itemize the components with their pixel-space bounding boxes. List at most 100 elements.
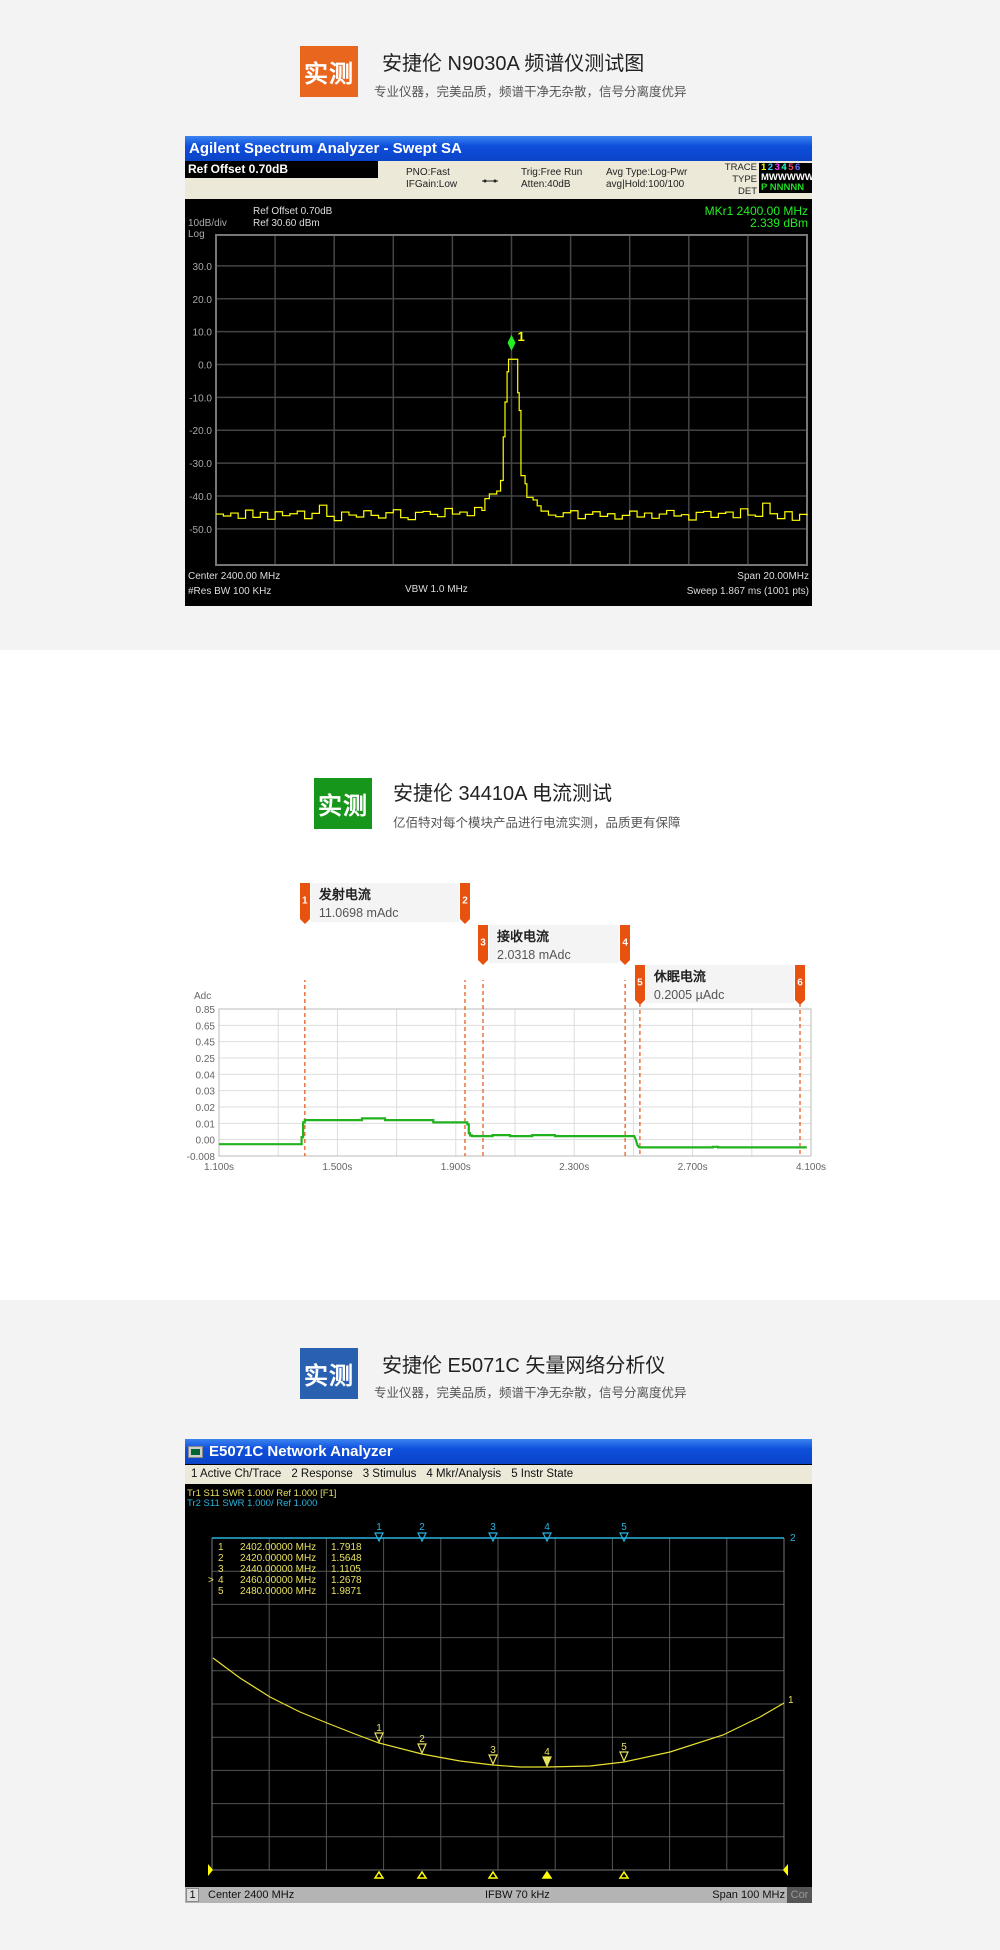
marker-index: 5	[218, 1586, 224, 1597]
marker-value: 1.7918	[331, 1542, 362, 1553]
trace-number-2[interactable]: 2	[767, 162, 774, 173]
marker-index: 4	[218, 1575, 224, 1586]
y-tick-label: -40.0	[189, 492, 212, 503]
marker-frequency: 2440.00000 MHz	[240, 1564, 317, 1575]
menu-active-ch-trace[interactable]: 1 Active Ch/Trace	[191, 1468, 282, 1480]
det-label: DET	[738, 186, 757, 197]
trace2-marker-icon	[417, 1532, 427, 1543]
marker-diamond-icon	[507, 334, 516, 351]
y-tick-label: 0.02	[196, 1103, 216, 1114]
trace2-marker-number: 4	[544, 1522, 550, 1533]
y-tick-label: 0.04	[196, 1070, 216, 1081]
trace2-marker-icon	[488, 1532, 498, 1543]
channel-indicator[interactable]: 1	[186, 1888, 199, 1902]
trace-det-values: P NNNNN	[761, 182, 805, 193]
badge-logo: 实测	[300, 1348, 358, 1399]
section-title: 安捷伦 E5071C 矢量网络分析仪	[382, 1355, 666, 1377]
marker-value: 1.9871	[331, 1586, 362, 1597]
trace1-info: Tr1 S11 SWR 1.000/ Ref 1.000 [F1]	[187, 1488, 337, 1499]
trace-number-3[interactable]: 3	[774, 162, 780, 173]
marker-value: 1.2678	[331, 1575, 362, 1586]
marker-triangle-icon	[619, 1751, 629, 1763]
marker-value: 1.5648	[331, 1553, 362, 1564]
ref-offset-box[interactable]: Ref Offset 0.70dB	[185, 161, 378, 178]
trace-type-values: MWWWWW	[761, 172, 814, 183]
trace-number-4[interactable]: 4	[781, 162, 787, 173]
stimulus-marker-icon	[487, 1870, 499, 1879]
atten-text: Atten:40dB	[521, 179, 571, 190]
menu-stimulus[interactable]: 3 Stimulus	[362, 1468, 417, 1480]
trace2-marker-number: 1	[376, 1522, 382, 1533]
spectrum-trace	[216, 358, 808, 522]
menu-response[interactable]: 2 Response	[291, 1468, 353, 1480]
y-tick-label: 0.03	[196, 1087, 216, 1098]
y-tick-label: 0.01	[196, 1119, 216, 1130]
marker-number: 1	[376, 1723, 382, 1734]
section-subtitle: 专业仪器，完美品质，频谱干净无杂散，信号分离度优异	[374, 1386, 687, 1400]
res-bw: #Res BW 100 KHz	[188, 586, 272, 597]
marker-frequency: MKr1 2400.00 MHz	[704, 204, 808, 218]
marker-index: 1	[218, 1542, 224, 1553]
status-bar: 1 Center 2400 MHz IFBW 70 kHz Span 100 M…	[185, 1887, 812, 1903]
marker-number: 3	[490, 1745, 496, 1756]
x-tick-label: 4.100s	[796, 1162, 826, 1173]
span: Span 100 MHz	[712, 1889, 785, 1901]
avg-hold-text: avg|Hold:100/100	[606, 179, 685, 190]
trace2-marker-number: 5	[621, 1522, 627, 1533]
avg-type-text: Avg Type:Log-Pwr	[606, 167, 688, 178]
marker-number: 2	[419, 1734, 425, 1745]
trace-label: TRACE	[724, 162, 757, 173]
marker-index: 2	[218, 1553, 224, 1564]
trace-number-6[interactable]: 6	[794, 162, 801, 173]
stimulus-marker-icon	[373, 1870, 385, 1879]
x-tick-label: 2.700s	[678, 1162, 708, 1173]
trace2-marker-number: 3	[490, 1522, 496, 1533]
spectrum-plot: 30.0 20.0 10.0 0.0 -10.0 -20.0 -30.0 -40.0 -50.0…	[189, 234, 808, 566]
center-frequency: Center 2400 MHz	[208, 1889, 295, 1901]
trace-number-5[interactable]: 5	[788, 162, 794, 173]
coupling-arrow-icon	[482, 171, 498, 183]
y-tick-label: 0.25	[196, 1054, 216, 1065]
x-tick-label: 1.100s	[204, 1162, 234, 1173]
marker-label: 1	[518, 329, 525, 344]
y-tick-label: -30.0	[189, 459, 212, 470]
y-tick-label: 0.00	[196, 1136, 216, 1147]
ifgain-text: IFGain:Low	[406, 179, 458, 190]
y-tick-label: 10.0	[193, 328, 213, 339]
y-tick-label: 0.0	[198, 361, 212, 372]
marker-level: 2.339 dBm	[749, 216, 808, 230]
y-tick-label: 30.0	[193, 262, 213, 273]
y-tick-label: -0.008	[187, 1152, 216, 1163]
badge-logo: 实测	[300, 46, 358, 97]
app-icon	[188, 1446, 203, 1458]
badge-logo: 实测	[314, 778, 372, 829]
menu-mkr-analysis[interactable]: 4 Mkr/Analysis	[426, 1468, 502, 1480]
trace-number-1[interactable]: 1	[761, 162, 767, 173]
marker-triangle-icon	[374, 1732, 384, 1744]
ref-offset-text: Ref Offset 0.70dB	[253, 206, 333, 217]
correction-indicator: Cor	[787, 1887, 812, 1903]
trace2-marker-icon	[542, 1532, 552, 1543]
trig-text: Trig:Free Run	[521, 167, 583, 178]
scale-text: 10dB/div	[188, 218, 227, 229]
section-title: 安捷伦 34410A 电流测试	[393, 783, 612, 805]
window-title: E5071C Network Analyzer	[185, 1439, 812, 1464]
y-tick-label: 0.45	[196, 1038, 216, 1049]
section-subtitle: 亿佰特对每个模块产品进行电流实测，品质更有保障	[393, 816, 681, 830]
marker-triangle-icon	[542, 1756, 552, 1768]
plot-border	[218, 1008, 812, 1157]
window-title: Agilent Spectrum Analyzer - Swept SA	[185, 136, 812, 161]
marker-number: 4	[544, 1747, 550, 1758]
menu-instr-state[interactable]: 5 Instr State	[511, 1468, 574, 1480]
trace2-marker-number: 2	[419, 1522, 425, 1533]
stimulus-marker-icon	[416, 1870, 428, 1879]
y-tick-label: -50.0	[189, 525, 212, 536]
y-tick-label: -10.0	[189, 393, 212, 404]
marker-frequency: 2480.00000 MHz	[240, 1586, 317, 1597]
current-trace	[219, 1117, 807, 1149]
y-tick-label: -20.0	[189, 426, 212, 437]
